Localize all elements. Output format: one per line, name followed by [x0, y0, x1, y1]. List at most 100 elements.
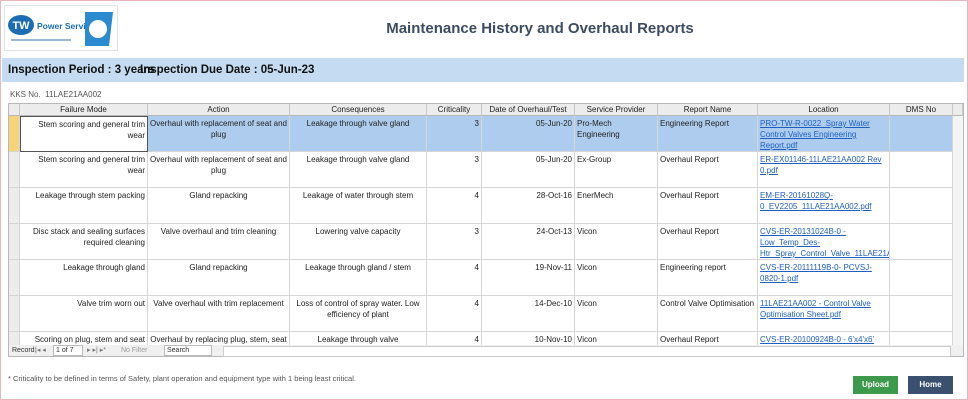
row-selector[interactable]	[9, 296, 20, 332]
column-header[interactable]: Date of Overhaul/Test	[482, 104, 575, 116]
table-cell: Leakage through gland / stem	[290, 260, 427, 296]
table-cell: Leakage through gland	[20, 260, 148, 296]
table-cell: Leakage through stem packing	[20, 188, 148, 224]
table-cell: Leakage through valve gland	[290, 116, 427, 152]
nav-next[interactable]: ▸ ▸| ▸*	[87, 347, 106, 354]
table-cell: Vicon	[575, 332, 658, 346]
kks-label: KKS No.	[10, 90, 41, 99]
table-cell: 19-Nov-11	[482, 260, 575, 296]
report-link[interactable]: CVS-ER-20131024B-0 - Low_Temp_Des-Htr_Sp…	[758, 224, 890, 260]
table-cell: Valve overhaul with trim replacement	[148, 296, 290, 332]
table-cell	[890, 152, 953, 188]
table-cell: 28-Oct-16	[482, 188, 575, 224]
table-cell: 3	[427, 116, 482, 152]
home-button[interactable]: Home	[908, 376, 953, 394]
row-selector[interactable]	[9, 260, 20, 296]
inspection-bar: Inspection Period : 3 years Inspection D…	[2, 58, 964, 82]
table-cell: Lowering valve capacity	[290, 224, 427, 260]
report-link[interactable]: PRO-TW-R-0022_Spray Water Control Valves…	[758, 116, 890, 152]
footnote: * Criticality to be defined in terms of …	[8, 374, 356, 383]
table-cell: Overhaul Report	[658, 152, 758, 188]
table-cell: Overhaul Report	[658, 224, 758, 260]
row-selector-header	[9, 104, 20, 116]
row-selector[interactable]	[9, 188, 20, 224]
table-cell: 4	[427, 332, 482, 346]
inspection-period: Inspection Period : 3 years	[8, 64, 155, 76]
table-cell: EnerMech	[575, 188, 658, 224]
table-cell: Loss of control of spray water. Low effi…	[290, 296, 427, 332]
table-cell	[890, 116, 953, 152]
table-cell: 10-Nov-10	[482, 332, 575, 346]
table-cell	[890, 332, 953, 346]
table-cell: Overhaul Report	[658, 188, 758, 224]
table-cell: Ex-Group	[575, 152, 658, 188]
table-cell: 24-Oct-13	[482, 224, 575, 260]
record-navigation: Record: |◂ ◂ 1 of 7 ▸ ▸| ▸* No Filter Se…	[8, 345, 964, 357]
search-box[interactable]: Search	[164, 345, 212, 356]
table-cell: 4	[427, 188, 482, 224]
logo-graphic: TW Power Services	[8, 12, 113, 46]
table-cell: Overhaul Report	[658, 332, 758, 346]
record-position[interactable]: 1 of 7	[53, 345, 83, 356]
table-cell: Vicon	[575, 260, 658, 296]
table-cell: Stem scoring and general trim wear	[20, 116, 148, 152]
table-cell: Overhaul with replacement of seat and pl…	[148, 116, 290, 152]
row-selector[interactable]	[9, 152, 20, 188]
table-cell: 3	[427, 152, 482, 188]
table-cell: Valve trim worn out	[20, 296, 148, 332]
column-header[interactable]: Consequences	[290, 104, 427, 116]
vertical-scrollbar[interactable]	[953, 116, 963, 346]
horizontal-scrollbar[interactable]	[223, 346, 951, 357]
table-cell: Vicon	[575, 296, 658, 332]
page-title: Maintenance History and Overhaul Reports	[386, 20, 694, 37]
table-cell: Leakage through valve	[290, 332, 427, 346]
column-header[interactable]: Action	[148, 104, 290, 116]
logo-mark: TW	[12, 20, 30, 32]
filter-status[interactable]: No Filter	[121, 347, 148, 354]
table-cell	[890, 296, 953, 332]
record-label: Record:	[12, 347, 37, 354]
table-cell: Overhaul with replacement of seat and pl…	[148, 152, 290, 188]
table-cell	[890, 224, 953, 260]
table-cell: Engineering report	[658, 260, 758, 296]
data-grid: Failure Mode Action Consequences Criticalit…	[8, 103, 964, 347]
logo-name: Power Services	[37, 21, 100, 31]
report-link[interactable]: CVS-ER-20100924B-0 - 6'x4'x6' Class	[758, 332, 890, 346]
table-cell: 05-Jun-20	[482, 116, 575, 152]
table-cell	[890, 188, 953, 224]
table-cell: 05-Jun-20	[482, 152, 575, 188]
kks-value: 11LAE21AA002	[45, 90, 102, 99]
table-cell: Gland repacking	[148, 188, 290, 224]
nav-first[interactable]: |◂ ◂	[35, 347, 46, 354]
table-cell: 14-Dec-10	[482, 296, 575, 332]
scrollbar-header	[953, 104, 963, 116]
row-selector[interactable]	[9, 332, 20, 346]
column-header[interactable]: Location	[758, 104, 890, 116]
column-header[interactable]: Failure Mode	[20, 104, 148, 116]
column-header[interactable]: Criticality	[427, 104, 482, 116]
column-header[interactable]: Report Name	[658, 104, 758, 116]
column-header[interactable]: Service Provider	[575, 104, 658, 116]
table-cell: Control Valve Optimisation	[658, 296, 758, 332]
table-cell: Disc stack and sealing surfaces required…	[20, 224, 148, 260]
table-cell	[890, 260, 953, 296]
table-cell: Vicon	[575, 224, 658, 260]
report-link[interactable]: EM-ER-20161028Q-0_EV2205_11LAE21AA002.pd…	[758, 188, 890, 224]
table-cell: Gland repacking	[148, 260, 290, 296]
inspection-due: Inspection Due Date : 05-Jun-23	[140, 64, 315, 76]
row-selector[interactable]	[9, 116, 20, 152]
report-link[interactable]: ER-EX01146-11LAE21AA002 Rev 0.pdf	[758, 152, 890, 188]
table-cell: Valve overhaul and trim cleaning	[148, 224, 290, 260]
table-cell: Stem scoring and general trim wear	[20, 152, 148, 188]
upload-button[interactable]: Upload	[853, 376, 898, 394]
column-header[interactable]: DMS No	[890, 104, 953, 116]
row-selector[interactable]	[9, 224, 20, 260]
report-link[interactable]: 11LAE21AA002 - Control Valve Optimisatio…	[758, 296, 890, 332]
table-cell: Engineering Report	[658, 116, 758, 152]
table-cell: Leakage through valve gland	[290, 152, 427, 188]
table-cell: 4	[427, 296, 482, 332]
table-cell: Leakage of water through stem	[290, 188, 427, 224]
report-link[interactable]: CVS-ER-20111119B-0- PCVSJ-0820-1.pdf	[758, 260, 890, 296]
table-cell: Overhaul by replacing plug, stem, seat	[148, 332, 290, 346]
